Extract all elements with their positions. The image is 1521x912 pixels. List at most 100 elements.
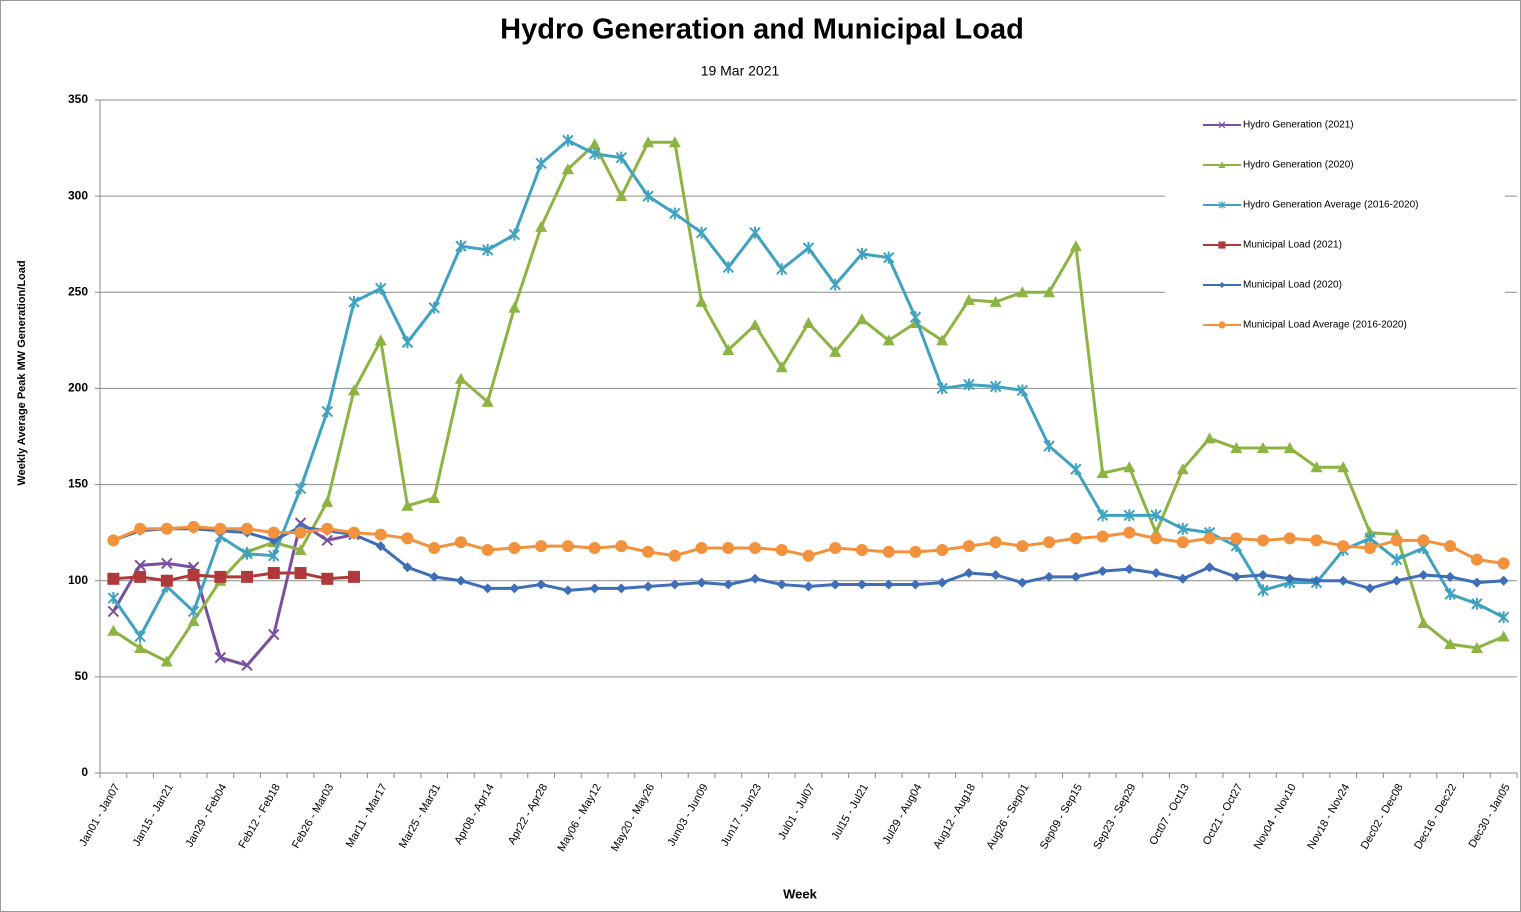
marker: [321, 405, 333, 418]
marker: [1177, 522, 1189, 535]
x-axis-label: Week: [783, 886, 817, 901]
marker: [1497, 557, 1510, 570]
marker: [1231, 571, 1242, 582]
marker: [1203, 432, 1216, 444]
marker: [1070, 571, 1081, 582]
marker: [402, 562, 413, 573]
y-tick-label: 50: [75, 669, 89, 683]
marker: [1337, 461, 1350, 473]
legend-label: Hydro Generation (2020): [1243, 160, 1354, 171]
marker: [588, 147, 601, 160]
marker: [160, 522, 173, 535]
marker: [1016, 540, 1029, 553]
marker: [962, 293, 975, 305]
marker: [481, 543, 494, 556]
marker: [1124, 564, 1135, 575]
marker: [347, 526, 360, 539]
marker: [829, 542, 842, 555]
marker: [214, 522, 227, 535]
marker: [937, 577, 948, 588]
marker: [375, 282, 387, 295]
marker: [294, 482, 307, 495]
marker: [1417, 617, 1430, 629]
marker: [134, 642, 147, 654]
marker: [1390, 553, 1403, 566]
marker: [562, 585, 573, 596]
marker: [803, 581, 814, 592]
marker: [829, 278, 841, 291]
marker: [883, 251, 895, 264]
marker: [347, 570, 360, 583]
marker: [963, 378, 975, 391]
marker: [134, 559, 146, 572]
marker: [268, 628, 280, 641]
marker: [750, 573, 761, 584]
marker: [990, 569, 1001, 580]
marker: [669, 207, 681, 220]
marker: [615, 151, 628, 164]
marker: [1258, 569, 1269, 580]
marker: [615, 540, 628, 553]
marker: [668, 136, 681, 148]
marker: [561, 163, 574, 175]
marker: [776, 579, 787, 590]
marker: [668, 549, 681, 562]
marker: [615, 190, 628, 202]
marker: [375, 541, 386, 552]
marker: [1338, 575, 1349, 586]
marker: [348, 295, 360, 308]
marker: [1016, 286, 1029, 298]
marker: [696, 577, 707, 588]
marker: [1444, 638, 1457, 650]
marker: [509, 583, 520, 594]
marker: [802, 242, 815, 255]
marker: [695, 542, 708, 555]
marker: [775, 543, 788, 556]
marker: [589, 583, 600, 594]
marker: [1363, 542, 1376, 555]
marker: [1257, 442, 1270, 454]
marker: [936, 382, 948, 395]
marker: [508, 301, 521, 313]
marker: [749, 226, 761, 239]
marker: [989, 380, 1002, 393]
marker: [1017, 577, 1028, 588]
marker: [883, 579, 894, 590]
legend-box: [1165, 108, 1505, 340]
marker: [401, 499, 414, 511]
marker: [856, 247, 868, 260]
marker: [1097, 566, 1108, 577]
marker: [1204, 562, 1215, 573]
marker: [535, 220, 548, 232]
marker: [1096, 509, 1109, 522]
marker: [321, 572, 334, 585]
marker: [187, 605, 200, 618]
legend-marker: [1218, 121, 1226, 129]
marker: [454, 536, 467, 549]
marker: [722, 343, 735, 355]
y-tick-label: 250: [68, 284, 88, 298]
marker: [267, 567, 280, 580]
marker: [1043, 440, 1055, 453]
marker: [1230, 532, 1243, 545]
marker: [241, 570, 254, 583]
marker: [1123, 526, 1136, 539]
marker: [214, 570, 227, 583]
marker: [910, 579, 921, 590]
marker: [134, 522, 147, 535]
marker: [882, 334, 895, 346]
marker: [107, 605, 120, 618]
marker: [1364, 583, 1375, 594]
marker: [1230, 442, 1243, 454]
marker: [1284, 573, 1295, 584]
marker: [1471, 597, 1483, 610]
marker: [107, 572, 120, 585]
marker: [294, 567, 307, 580]
marker: [642, 545, 655, 558]
marker: [1043, 536, 1056, 549]
marker: [481, 395, 494, 407]
marker: [536, 579, 547, 590]
marker: [161, 557, 173, 570]
marker: [160, 655, 173, 667]
marker: [374, 334, 387, 346]
